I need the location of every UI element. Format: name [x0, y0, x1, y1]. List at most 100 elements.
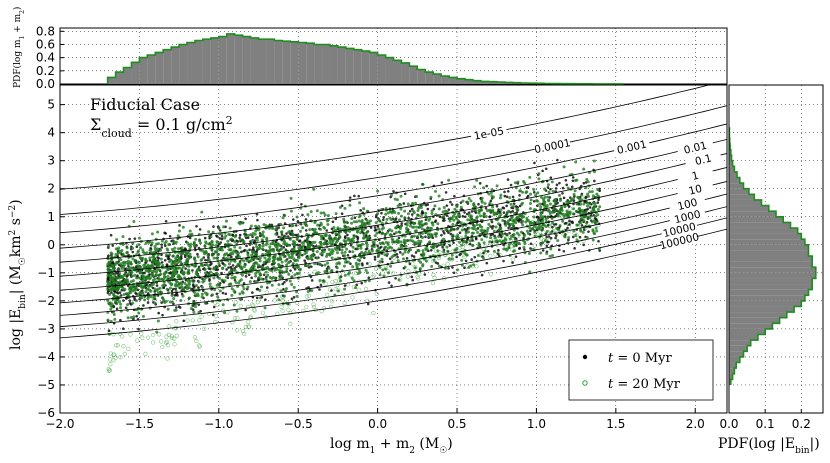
scatter-point-t20	[109, 307, 113, 311]
contour-label: 1	[691, 170, 700, 183]
scatter-point-t20	[328, 253, 332, 257]
top-hist-bar	[369, 52, 378, 84]
scatter-point-t20	[217, 226, 221, 230]
scatter-point-t20	[525, 229, 529, 233]
right-hist-bar	[729, 194, 755, 200]
scatter-point-t20	[358, 201, 362, 205]
scatter-point-t20	[447, 178, 451, 182]
scatter-point-t20	[346, 282, 351, 287]
scatter-point-t20	[301, 244, 305, 248]
scatter-point-t20	[245, 259, 249, 263]
y-tick-label: 4	[47, 126, 55, 140]
scatter-point-t20	[235, 309, 239, 313]
scatter-point-t20	[282, 254, 286, 258]
scatter-point-t20	[459, 205, 463, 209]
scatter-point-t20	[162, 299, 166, 303]
scatter-point-t20	[242, 331, 247, 337]
scatter-point-t20	[377, 246, 381, 250]
scatter-point-t0	[281, 282, 285, 286]
scatter-point-t20	[326, 261, 330, 265]
y-tick-label: 1	[47, 210, 55, 224]
scatter-point-t20	[395, 224, 399, 228]
scatter-point-t20	[254, 224, 258, 228]
scatter-point-t20	[233, 235, 237, 239]
scatter-point-t20	[145, 276, 149, 280]
scatter-point-t0	[459, 201, 463, 204]
scatter-point-t0	[533, 161, 536, 165]
scatter-point-t20	[119, 262, 123, 266]
scatter-point-t20	[545, 252, 549, 256]
scatter-point-t0	[597, 198, 600, 202]
scatter-point-t20	[318, 263, 322, 267]
scatter-point-t20	[384, 206, 388, 210]
scatter-point-t20	[108, 357, 113, 362]
top-hist-bar	[163, 49, 172, 84]
scatter-point-t20	[412, 209, 416, 213]
scatter-point-t20	[397, 211, 401, 215]
scatter-point-t20	[541, 215, 545, 219]
scatter-point-t20	[118, 272, 122, 276]
scatter-point-t20	[367, 222, 371, 226]
scatter-point-t20	[474, 228, 478, 232]
scatter-point-t0	[441, 246, 444, 249]
scatter-point-t0	[505, 195, 509, 199]
scatter-point-t20	[508, 217, 512, 221]
scatter-point-t20	[147, 240, 151, 244]
scatter-point-t20	[394, 231, 398, 235]
scatter-point-t20	[217, 262, 221, 266]
scatter-point-t20	[502, 247, 506, 251]
scatter-point-t20	[424, 247, 428, 251]
scatter-point-t20	[310, 289, 314, 293]
scatter-point-t0	[567, 238, 570, 242]
scatter-point-t20	[148, 269, 152, 273]
scatter-point-t20	[393, 197, 397, 201]
scatter-point-t20	[119, 281, 123, 285]
scatter-point-t20	[586, 180, 590, 184]
scatter-point-t20	[348, 270, 352, 274]
contour-line	[60, 153, 727, 263]
scatter-point-t0	[330, 289, 333, 292]
scatter-point-t20	[343, 260, 347, 264]
scatter-point-t20	[370, 249, 374, 253]
scatter-point-t20	[258, 246, 262, 250]
scatter-point-t20	[164, 339, 169, 344]
scatter-point-t0	[470, 258, 473, 261]
scatter-point-t20	[165, 253, 169, 257]
scatter-point-t20	[315, 256, 319, 260]
scatter-point-t20	[343, 287, 347, 291]
scatter-point-t20	[290, 224, 294, 228]
scatter-point-t20	[128, 285, 132, 289]
scatter-point-t0	[353, 216, 357, 220]
scatter-point-t20	[275, 246, 279, 250]
scatter-point-t20	[230, 320, 235, 325]
scatter-point-t20	[546, 183, 550, 187]
scatter-point-t20	[513, 241, 517, 245]
scatter-point-t0	[497, 208, 500, 211]
scatter-point-t20	[390, 233, 394, 237]
scatter-point-t20	[277, 298, 281, 302]
y-tick-label: −2	[37, 294, 55, 308]
scatter-point-t20	[335, 266, 339, 270]
scatter-point-t0	[593, 217, 597, 220]
scatter-point-t20	[113, 317, 117, 321]
scatter-point-t0	[364, 247, 368, 251]
scatter-point-t20	[225, 219, 229, 223]
top-hist-bar	[139, 57, 148, 84]
scatter-point-t20	[359, 224, 363, 228]
scatter-point-t0	[255, 296, 259, 300]
scatter-point-t0	[291, 218, 295, 221]
scatter-point-t0	[294, 233, 297, 237]
scatter-point-t0	[566, 226, 569, 230]
scatter-point-t20	[213, 314, 219, 319]
scatter-point-t20	[232, 316, 238, 321]
scatter-point-t20	[451, 233, 455, 237]
scatter-point-t20	[121, 253, 125, 257]
scatter-point-t20	[567, 236, 571, 240]
scatter-point-t0	[149, 243, 153, 247]
scatter-point-t20	[433, 232, 437, 236]
scatter-point-t20	[252, 262, 256, 266]
scatter-point-t20	[278, 276, 282, 280]
scatter-point-t20	[357, 268, 361, 272]
scatter-point-t20	[365, 244, 369, 248]
scatter-point-t20	[488, 201, 492, 205]
